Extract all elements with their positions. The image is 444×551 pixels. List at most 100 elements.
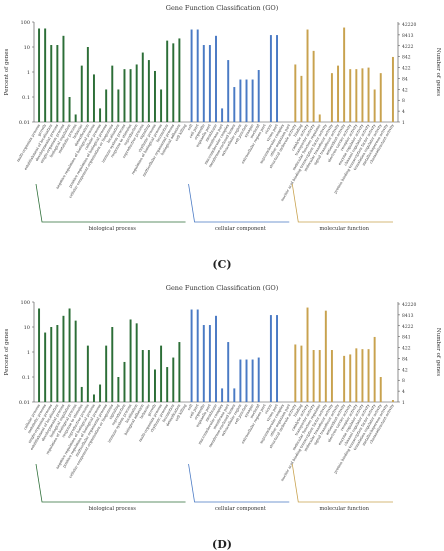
bar: [56, 45, 59, 122]
bar: [178, 342, 181, 402]
bar: [135, 323, 138, 402]
bar: [92, 74, 95, 122]
bar: [44, 28, 47, 122]
bar: [221, 388, 224, 402]
chart-panel-d: Gene Function Classification (GO) 100 10 1 0…: [0, 280, 444, 525]
bar: [330, 350, 333, 402]
y-axis-label-right: Number of genes: [435, 328, 441, 376]
bar: [196, 29, 199, 122]
bar: [294, 64, 297, 122]
y-axis-label-right: Number of genes: [435, 48, 441, 96]
bar: [355, 69, 358, 122]
group-label: molecular function: [319, 226, 369, 232]
group-bracket: [35, 463, 186, 503]
bar: [99, 108, 102, 122]
bar: [38, 308, 41, 402]
bar: [221, 108, 224, 122]
category-label: behavior: [72, 123, 84, 139]
bar: [86, 345, 89, 402]
left-tick-label: 1: [27, 70, 30, 76]
bar: [373, 336, 376, 402]
group-bracket: [291, 463, 393, 503]
bar: [300, 345, 303, 402]
bar: [215, 35, 217, 123]
left-tick-label: 1: [27, 350, 30, 356]
bar: [391, 400, 394, 402]
bar: [160, 89, 163, 122]
right-tick-label: 422: [402, 346, 411, 352]
bar: [44, 332, 47, 402]
bar: [245, 79, 248, 122]
group-bracket: [188, 183, 290, 223]
bar: [233, 388, 236, 402]
bar: [123, 69, 126, 122]
bar: [276, 315, 278, 402]
bar: [74, 114, 77, 122]
category-label: virion: [264, 403, 274, 416]
bar: [141, 350, 144, 402]
panel-label-d: (D): [212, 538, 232, 551]
bar: [239, 79, 242, 122]
bar: [379, 73, 382, 122]
go-bar-chart-c: Gene Function Classification (GO) 100 10 1 0…: [4, 4, 441, 232]
bar: [50, 45, 53, 122]
group-label: molecular function: [319, 506, 369, 512]
bar: [343, 27, 346, 122]
panel-label-c: (C): [212, 258, 232, 271]
right-tick-label: 841: [402, 335, 411, 341]
category-label: synapse: [244, 404, 255, 419]
bar: [349, 354, 352, 402]
right-tick-label: 422: [402, 66, 411, 72]
bar: [62, 35, 65, 123]
chart-title: Gene Function Classification (GO): [166, 4, 279, 12]
bar: [355, 348, 358, 402]
bar: [312, 350, 315, 402]
bar: [202, 45, 205, 122]
category-label: nucleoid: [249, 403, 261, 419]
bar: [202, 325, 205, 402]
bar: [172, 43, 175, 122]
bar: [208, 325, 211, 402]
right-tick-label: 4222: [402, 324, 414, 330]
bar: [318, 114, 321, 122]
category-label: behavior: [139, 403, 151, 419]
bar: [391, 56, 394, 122]
bar: [105, 89, 108, 122]
category-label: synapse: [244, 124, 255, 139]
bar: [349, 69, 352, 122]
bar: [68, 97, 71, 122]
group-bracket: [291, 183, 393, 223]
bar: [190, 29, 193, 122]
right-tick-label: 84: [402, 356, 408, 362]
bar: [367, 349, 370, 402]
bar: [92, 394, 95, 402]
bar: [80, 386, 83, 402]
bar: [373, 89, 376, 122]
bar: [135, 64, 138, 122]
bar: [245, 359, 248, 402]
right-tick-label: 42: [402, 87, 408, 93]
bar: [38, 28, 41, 122]
bar: [269, 315, 272, 402]
bar: [117, 377, 120, 402]
bar: [56, 325, 59, 402]
category-label: nucleoid: [249, 123, 261, 139]
right-tick-label: 84: [402, 76, 408, 82]
bar: [312, 50, 315, 123]
bar: [294, 344, 297, 402]
left-tick-label: 10: [24, 45, 30, 51]
bar: [105, 345, 108, 402]
left-tick-label: 0.01: [19, 400, 30, 406]
bar: [208, 45, 211, 122]
bar: [68, 308, 71, 402]
bar: [154, 70, 156, 122]
bar: [367, 67, 370, 122]
group-label: cellular component: [215, 226, 267, 232]
group-label: biological process: [89, 506, 137, 512]
chart-title: Gene Function Classification (GO): [166, 284, 279, 292]
bar: [178, 38, 181, 122]
bar: [147, 350, 150, 402]
bar: [166, 40, 169, 122]
category-label: binding: [293, 403, 304, 418]
bar: [215, 315, 217, 402]
